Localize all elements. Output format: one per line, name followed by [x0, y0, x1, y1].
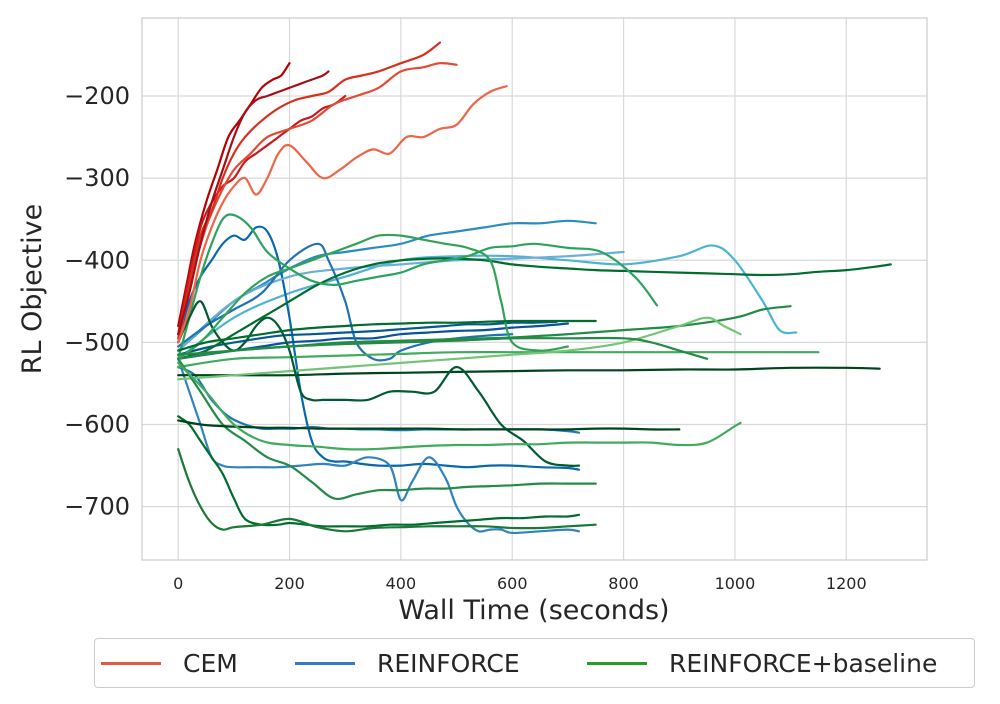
legend-label-reinforce: REINFORCE	[377, 648, 520, 678]
y-tick-label: −200	[64, 82, 130, 110]
series-line-reinforce-6	[177, 244, 798, 360]
x-tick-label: 200	[274, 574, 305, 593]
legend: CEM REINFORCE REINFORCE+baseline	[94, 638, 975, 688]
series-line-reinforce-baseline-17	[177, 351, 820, 369]
y-tick-label: −700	[64, 493, 130, 521]
series-line-cem-4	[177, 85, 508, 344]
series-line-cem-3	[177, 41, 441, 340]
legend-swatch-reinforce-baseline	[587, 661, 647, 665]
legend-label-reinforce-baseline: REINFORCE+baseline	[669, 648, 938, 678]
series-line-reinforce-9	[177, 357, 581, 535]
x-tick-label: 1200	[826, 574, 867, 593]
series-line-reinforce-baseline-23	[177, 415, 581, 528]
legend-item-reinforce: REINFORCE	[295, 639, 520, 687]
legend-swatch-cem	[101, 661, 161, 665]
series-line-reinforce-baseline-28	[177, 319, 597, 352]
x-tick-label: 1000	[715, 574, 756, 593]
series-line-reinforce-baseline-22	[177, 233, 569, 360]
legend-swatch-reinforce	[295, 661, 355, 665]
series-line-cem-1	[177, 94, 347, 336]
series-line-reinforce-10	[177, 365, 581, 434]
series-line-reinforce-baseline-21	[177, 300, 581, 467]
x-tick-label: 600	[497, 574, 528, 593]
y-tick-label: −600	[64, 411, 130, 439]
series-line-reinforce-baseline-20	[177, 213, 659, 360]
series-line-reinforce-baseline-25	[177, 357, 597, 500]
series-line-reinforce-baseline-27	[177, 361, 742, 451]
series-line-reinforce-baseline-19	[177, 316, 742, 381]
axes-layer: 0 200 400 600 800 1000 1200 −700 −600 −500 −400 −30…	[64, 17, 928, 593]
series-line-cem-5	[177, 70, 330, 336]
y-tick-label: −500	[64, 328, 130, 356]
plot-frame	[141, 17, 928, 561]
series-line-reinforce-baseline-24	[177, 448, 597, 533]
y-tick-label: −300	[64, 164, 130, 192]
x-axis-title: Wall Time (seconds)	[398, 595, 669, 626]
series-line-reinforce-baseline-29	[177, 336, 709, 360]
series-line-reinforce-baseline-16	[177, 366, 881, 377]
series-line-cem-2	[177, 62, 458, 344]
series-line-reinforce-baseline-15	[177, 257, 892, 360]
series-line-cem-0	[177, 62, 291, 328]
x-tick-label: 0	[173, 574, 183, 593]
series-layer	[177, 41, 892, 535]
legend-item-reinforce-baseline: REINFORCE+baseline	[587, 639, 937, 687]
x-tick-label: 800	[608, 574, 639, 593]
series-line-reinforce-8	[177, 225, 581, 471]
legend-label-cem: CEM	[183, 648, 238, 678]
y-axis-title: RL Objective	[17, 204, 48, 374]
x-tick-label: 400	[386, 574, 417, 593]
grid-layer	[142, 18, 927, 560]
legend-item-cem: CEM	[101, 639, 238, 687]
series-line-reinforce-baseline-26	[177, 419, 681, 431]
y-tick-label: −400	[64, 246, 130, 274]
